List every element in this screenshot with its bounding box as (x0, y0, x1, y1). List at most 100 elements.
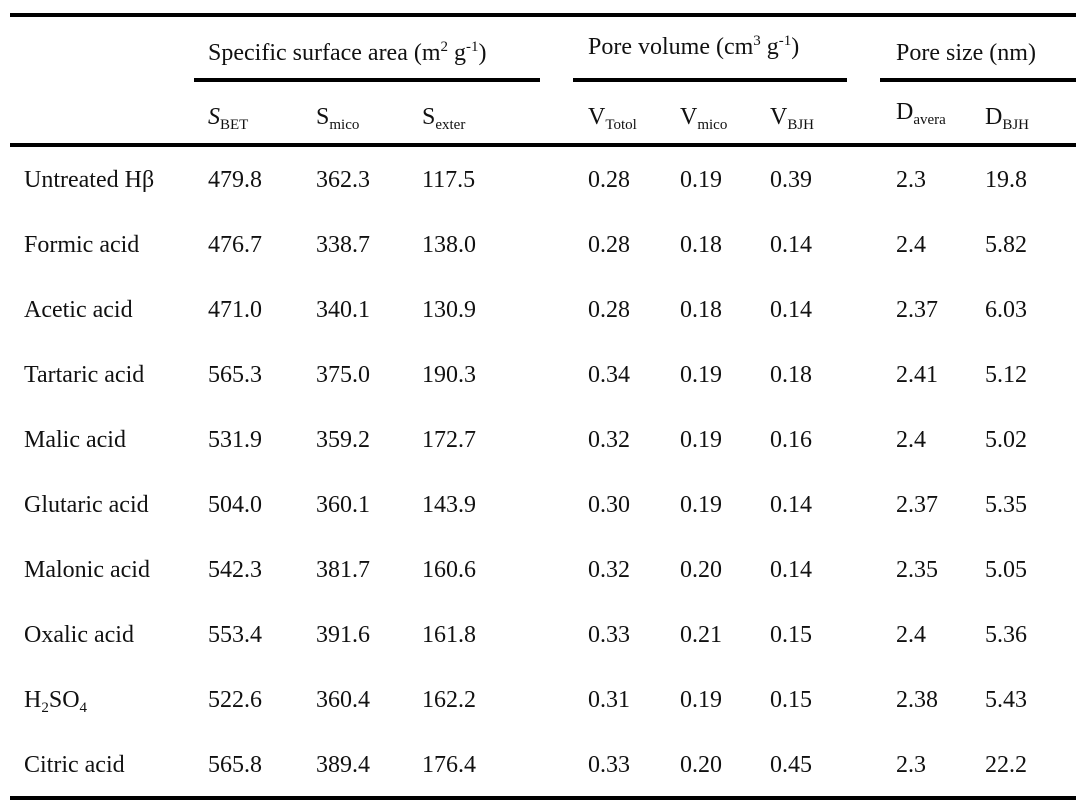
row-label: Oxalic acid (24, 623, 134, 647)
table-cell: 504.0 (208, 492, 262, 518)
table-cell: 360.4 (316, 687, 370, 713)
table-cell: 2.4 (896, 427, 926, 453)
column-header: VTotol (588, 105, 637, 133)
table-cell: 0.31 (588, 687, 630, 713)
table-cell: 19.8 (985, 167, 1027, 193)
row-label-text: H (24, 687, 42, 713)
table-cell: 117.5 (422, 167, 476, 193)
row-label-text: Oxalic acid (24, 622, 134, 648)
table-cell: 338.7 (316, 232, 370, 258)
table-cell: 5.36 (985, 622, 1027, 648)
row-label: Acetic acid (24, 298, 133, 322)
table-cell: 391.6 (316, 622, 370, 648)
row-label-text: Acetic acid (24, 297, 133, 323)
table-cell: 0.14 (770, 492, 812, 518)
column-header-sub: BJH (787, 117, 815, 133)
row-label-text: Formic acid (24, 232, 140, 258)
column-header: Sexter (422, 105, 465, 133)
table-cell: 0.15 (770, 687, 812, 713)
table-cell: 0.32 (588, 557, 630, 583)
table-cell: 160.6 (422, 557, 476, 583)
row-label-text: Citric acid (24, 752, 125, 778)
table-cell: 565.3 (208, 362, 262, 388)
row-label: Formic acid (24, 233, 139, 257)
table-cell: 0.18 (770, 362, 812, 388)
row-label-text: Glutaric acid (24, 492, 149, 518)
table-cell: 138.0 (422, 232, 476, 258)
row-label-text: Tartaric acid (24, 362, 145, 388)
table-cell: 0.33 (588, 622, 630, 648)
table-cell: 531.9 (208, 427, 262, 453)
group-rule-surface (194, 78, 540, 82)
table-cell: 0.39 (770, 167, 812, 193)
table-cell: 5.82 (985, 232, 1027, 258)
row-label-text: Malonic acid (24, 557, 150, 583)
table-cell: 130.9 (422, 297, 476, 323)
table-cell: 565.8 (208, 752, 262, 778)
table-cell: 2.4 (896, 232, 926, 258)
column-header-main: V (770, 104, 788, 130)
table-cell: 0.14 (770, 232, 812, 258)
table-cell: 5.05 (985, 557, 1027, 583)
column-header-sub: avera (913, 112, 946, 128)
table-cell: 2.37 (896, 297, 938, 323)
column-header-main: S (316, 104, 330, 130)
table-cell: 0.18 (680, 232, 722, 258)
column-header-sub: exter (435, 117, 466, 133)
row-label: Malonic acid (24, 558, 150, 582)
row-label: Tartaric acid (24, 363, 144, 387)
table-cell: 476.7 (208, 232, 262, 258)
table-cell: 6.03 (985, 297, 1027, 323)
table-cell: 362.3 (316, 167, 370, 193)
header-rule (10, 143, 1076, 147)
table-cell: 0.15 (770, 622, 812, 648)
group-header-volume: Pore volume (cm3 g-1) (588, 33, 800, 61)
table-cell: 0.19 (680, 427, 722, 453)
row-label: H2SO4 (24, 687, 87, 716)
table-cell: 471.0 (208, 297, 262, 323)
table-cell: 0.33 (588, 752, 630, 778)
table-cell: 0.19 (680, 167, 722, 193)
table-cell: 0.32 (588, 427, 630, 453)
column-header: SBET (208, 105, 248, 133)
table-cell: 176.4 (422, 752, 476, 778)
table-cell: 542.3 (208, 557, 262, 583)
row-label: Malic acid (24, 428, 126, 452)
table-cell: 0.45 (770, 752, 812, 778)
table-cell: 2.3 (896, 167, 926, 193)
table-cell: 0.14 (770, 557, 812, 583)
column-header-main: V (680, 104, 698, 130)
table-cell: 0.16 (770, 427, 812, 453)
table-cell: 0.21 (680, 622, 722, 648)
table-cell: 0.20 (680, 752, 722, 778)
column-header-sub: mico (329, 117, 360, 133)
group-header-surface: Specific surface area (m2 g-1) (208, 39, 487, 67)
top-rule (10, 13, 1076, 17)
row-label-text: Untreated Hβ (24, 167, 155, 193)
column-header-main: D (985, 104, 1003, 130)
table-cell: 172.7 (422, 427, 476, 453)
table-cell: 161.8 (422, 622, 476, 648)
table-cell: 0.19 (680, 687, 722, 713)
column-header-sub: BET (220, 117, 249, 133)
column-header: Vmico (680, 104, 727, 133)
table-cell: 479.8 (208, 167, 262, 193)
column-header: DBJH (985, 104, 1029, 133)
group-rule-volume (573, 78, 847, 82)
table-cell: 0.18 (680, 297, 722, 323)
row-label-text: Malic acid (24, 427, 126, 453)
column-header-sub: BJH (1002, 117, 1030, 133)
column-header: Smico (316, 104, 359, 133)
table-cell: 2.41 (896, 362, 938, 388)
table-cell: 0.14 (770, 297, 812, 323)
column-header: VBJH (770, 104, 814, 133)
table-cell: 162.2 (422, 687, 476, 713)
row-label: Untreated Hβ (24, 168, 154, 192)
group-header-size: Pore size (nm) (896, 40, 1036, 66)
table-cell: 2.3 (896, 752, 926, 778)
row-label: Citric acid (24, 753, 125, 777)
table-cell: 0.20 (680, 557, 722, 583)
group-rule-size (880, 78, 1076, 82)
table-cell: 2.35 (896, 557, 938, 583)
